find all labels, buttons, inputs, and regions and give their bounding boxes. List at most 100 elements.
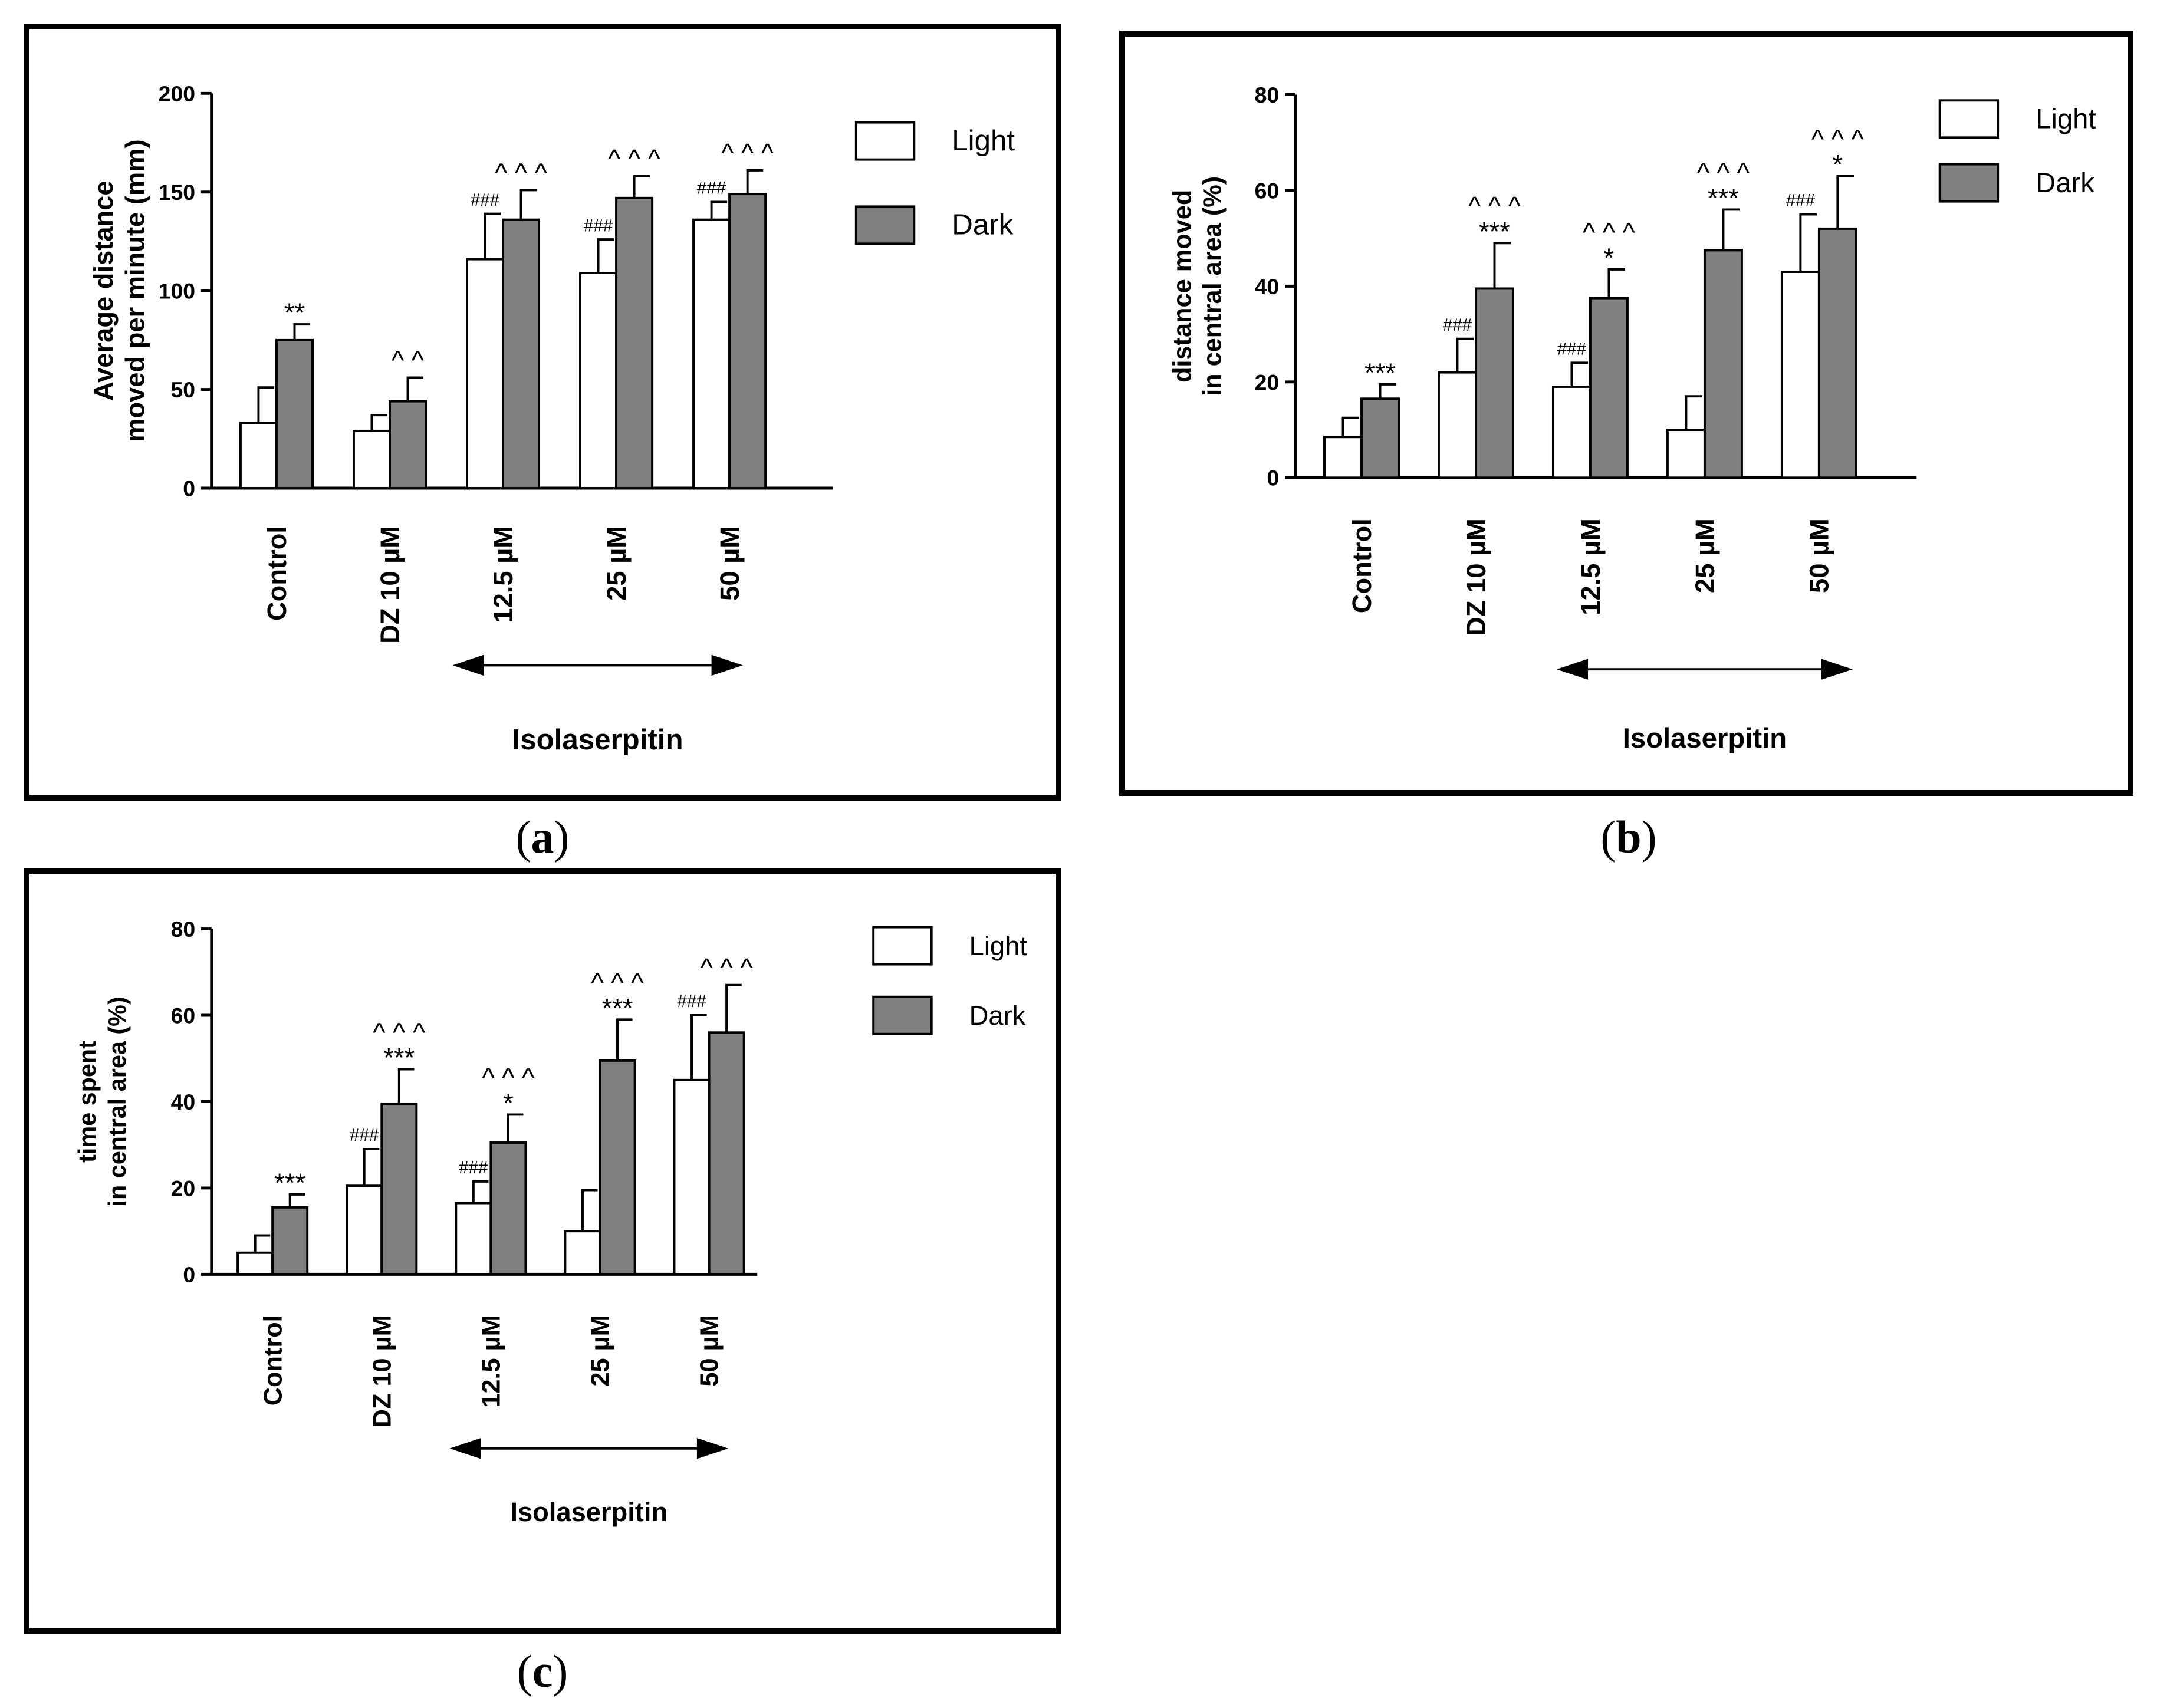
y-tick-label: 0 [183,476,195,501]
y-tick-label: 100 [159,279,195,304]
x-tick-label: 12.5 µM [1576,518,1606,616]
x-tick-label: 12.5 µM [488,526,518,623]
arrow-right-head [1821,659,1853,680]
bar-light [1551,385,1592,479]
significance-label: ### [350,1125,379,1145]
y-tick-label: 80 [1255,83,1280,107]
legend-swatch-dark [872,995,933,1035]
x-tick-label: 50 µM [696,1315,724,1386]
significance-label: ^ ^ ^ [1468,191,1521,221]
significance-label: ^ ^ ^ [482,1062,535,1092]
y-tick-label: 60 [171,1003,196,1028]
bar-dark [1817,227,1857,479]
x-tick-label: 25 µM [601,526,632,601]
y-tick-label: 40 [1255,274,1280,299]
y-tick-label: 150 [159,180,195,205]
arrow-left-head [452,654,484,676]
panel-c: 0 20 40 60 80 time spent in central area (%) **… [24,868,1061,1634]
y-axis-label-line: moved per minute (mm) [120,139,150,442]
bar-dark [502,218,541,489]
group-label: Isolaserpitin [512,723,683,756]
bar-dark [728,193,767,489]
panel-a: 0 50 100 150 200 Average distance moved per mi… [24,24,1061,801]
x-tick-label: Control [259,1315,287,1406]
y-tick-label: 60 [1255,178,1280,203]
bar-dark [389,400,428,489]
significance-label: *** [1708,183,1739,213]
x-tick-label: 25 µM [1690,518,1720,593]
y-tick-label: 50 [170,377,195,402]
x-tick-label: DZ 10 µM [368,1315,396,1427]
panel-b: 0 20 40 60 80 distance moved in central area (… [1119,31,2133,796]
bar-light [1666,429,1706,479]
significance-label: * [1833,150,1843,180]
y-tick-label: 0 [1267,466,1279,491]
legend-label-light: Light [969,931,1028,961]
significance-label: ^ ^ ^ [591,967,645,998]
significance-label: ### [471,190,500,210]
arrow-left-head [1556,659,1589,680]
significance-label: ^ ^ ^ [1583,218,1636,248]
bar-dark [271,1206,309,1276]
significance-label: * [1604,243,1615,273]
significance-label: ^ ^ ^ [1811,124,1865,154]
bar-light [236,1251,274,1276]
caption-b: (b) [1600,811,1657,863]
y-axis-label-line: distance moved [1169,190,1197,383]
bar-dark [1360,397,1400,479]
legend-swatch-light [872,926,933,966]
chart-b: 0 20 40 60 80 distance moved in central area (… [1169,83,2096,754]
significance-label: ### [459,1158,488,1177]
significance-label: *** [274,1168,305,1198]
bar-light [1438,371,1477,479]
arrow-right-head [696,1438,729,1459]
x-tick-label: 25 µM [587,1315,615,1386]
x-tick-label: 50 µM [1804,518,1834,593]
bar-light [1780,271,1820,479]
bar-light [692,218,731,489]
bar-dark [599,1059,636,1276]
y-tick-label: 40 [171,1090,196,1114]
legend-label-dark: Dark [952,209,1013,241]
x-tick-label: 12.5 µM [478,1315,506,1407]
y-tick-label: 20 [171,1176,196,1200]
bar-dark [1475,287,1514,479]
bar-light [466,258,505,489]
caption-c: (c) [517,1646,568,1697]
x-tick-label: 50 µM [715,526,745,601]
significance-label: ### [1443,315,1472,335]
legend-label-dark: Dark [969,1001,1026,1031]
bar-light [346,1184,383,1276]
bar-light [579,272,618,489]
significance-label: ### [677,992,706,1011]
x-tick-label: Control [262,526,292,621]
bar-dark [615,196,654,489]
bar-light [564,1230,601,1276]
significance-label: ### [1557,340,1587,359]
significance-label: *** [1479,216,1510,246]
y-axis-label-line: Average distance [88,180,119,400]
legend-swatch-dark [854,205,916,245]
group-label: Isolaserpitin [1623,723,1787,754]
significance-label: ### [1786,191,1816,210]
bar-dark [1589,297,1629,479]
y-axis-label-line: in central area (%) [104,996,131,1206]
arrow-right-head [711,654,743,676]
arrow-left-head [449,1438,481,1459]
y-tick-label: 200 [159,81,195,106]
significance-label: *** [602,993,633,1023]
legend-swatch-light [1938,99,2000,139]
bar-light [1323,436,1363,479]
bar-light [352,429,391,489]
significance-label: *** [1364,358,1396,388]
bar-light [239,422,278,489]
chart-a: 0 50 100 150 200 Average distance moved per mi… [88,81,1015,756]
y-axis-label-line: time spent [74,1041,101,1163]
caption-a: (a) [515,811,570,863]
significance-label: * [503,1088,514,1118]
group-label: Isolaserpitin [510,1497,668,1527]
legend-swatch-dark [1938,163,2000,203]
bar-light [455,1202,492,1276]
significance-label: ^ ^ [392,345,425,376]
